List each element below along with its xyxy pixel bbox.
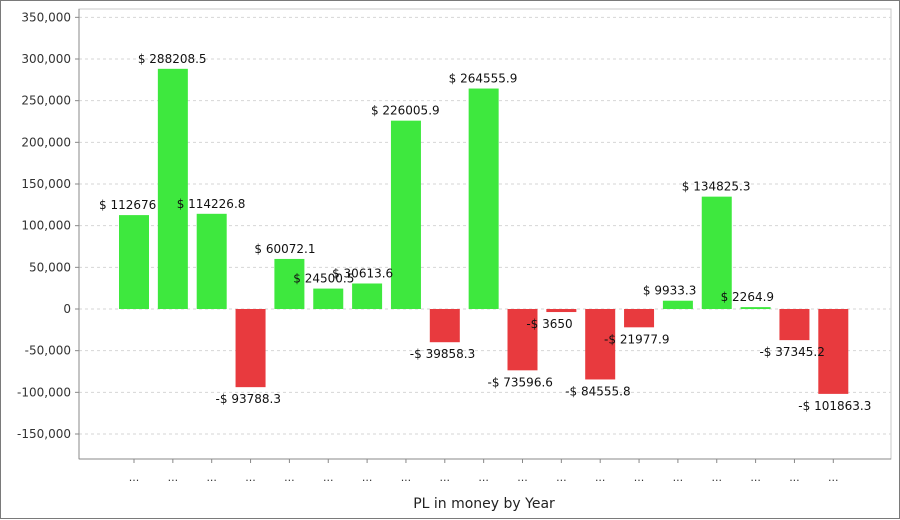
data-label: $ 288208.5 bbox=[138, 52, 207, 66]
y-tick-label: -50,000 bbox=[25, 344, 71, 358]
y-tick-label: 0 bbox=[63, 302, 71, 316]
x-tick-label: ... bbox=[284, 471, 295, 484]
bar bbox=[352, 283, 383, 309]
data-label: $ 226005.9 bbox=[371, 104, 440, 118]
y-tick-label: 100,000 bbox=[21, 219, 71, 233]
y-tick-label: 300,000 bbox=[21, 52, 71, 66]
data-label: -$ 3650 bbox=[526, 317, 572, 331]
data-label: -$ 37345.2 bbox=[759, 345, 824, 359]
x-tick-label: ... bbox=[206, 471, 217, 484]
y-tick-label: 250,000 bbox=[21, 94, 71, 108]
bar bbox=[546, 309, 577, 313]
bar bbox=[390, 120, 421, 310]
data-label: -$ 84555.8 bbox=[565, 384, 630, 398]
y-tick-label: 350,000 bbox=[21, 10, 71, 24]
x-tick-label: ... bbox=[362, 471, 373, 484]
bar bbox=[313, 288, 344, 309]
x-tick-label: ... bbox=[323, 471, 334, 484]
data-label: -$ 73596.6 bbox=[488, 375, 553, 389]
x-tick-label: ... bbox=[789, 471, 800, 484]
axes: 350,000 300,000 250,000 200,000 150,000 100,0… bbox=[17, 9, 891, 460]
y-tick-label: -150,000 bbox=[17, 427, 71, 441]
bars bbox=[119, 68, 849, 394]
data-label: -$ 93788.3 bbox=[216, 392, 281, 406]
bar bbox=[662, 300, 693, 309]
bar bbox=[818, 309, 849, 394]
x-tick-label: ... bbox=[168, 471, 179, 484]
data-label: $ 264555.9 bbox=[449, 72, 518, 86]
x-tick-label: ... bbox=[828, 471, 839, 484]
x-tick-label: ... bbox=[750, 471, 761, 484]
bar bbox=[468, 88, 499, 310]
y-tick-label: 150,000 bbox=[21, 177, 71, 191]
x-tick-label: ... bbox=[245, 471, 256, 484]
x-tick-label: ... bbox=[673, 471, 684, 484]
bar bbox=[274, 258, 305, 309]
data-label: $ 114226.8 bbox=[177, 197, 246, 211]
bar bbox=[701, 196, 732, 309]
bar bbox=[429, 309, 460, 343]
data-label: $ 2264.9 bbox=[721, 290, 774, 304]
bar bbox=[235, 309, 266, 388]
bar bbox=[740, 307, 771, 309]
data-labels: $ 112676 $ 288208.5 $ 114226.8 -$ 93788.3 $ … bbox=[99, 52, 871, 413]
x-tick-label: ... bbox=[129, 471, 140, 484]
data-label: $ 60072.1 bbox=[254, 242, 315, 256]
bar bbox=[119, 215, 149, 309]
data-label: $ 24500.5 bbox=[293, 272, 354, 286]
bar bbox=[507, 309, 538, 371]
data-label: $ 30613.6 bbox=[332, 266, 393, 280]
y-tick-label: 200,000 bbox=[21, 135, 71, 149]
data-label: -$ 39858.3 bbox=[410, 347, 475, 361]
x-tick-label: ... bbox=[440, 471, 451, 484]
bar bbox=[157, 68, 188, 309]
bar bbox=[624, 309, 655, 328]
bar bbox=[779, 309, 810, 341]
y-tick-label: 50,000 bbox=[29, 260, 71, 274]
data-label: $ 9933.3 bbox=[643, 284, 696, 298]
category-labels: ........................................… bbox=[129, 459, 839, 484]
y-tick-label: -100,000 bbox=[17, 385, 71, 399]
data-label: $ 112676 bbox=[99, 198, 156, 212]
x-tick-label: ... bbox=[556, 471, 567, 484]
x-tick-label: ... bbox=[712, 471, 723, 484]
data-label: -$ 101863.3 bbox=[798, 399, 871, 413]
x-tick-label: ... bbox=[634, 471, 645, 484]
data-label: -$ 21977.9 bbox=[604, 332, 669, 346]
x-tick-label: ... bbox=[595, 471, 606, 484]
bar bbox=[196, 213, 227, 309]
x-axis-title: PL in money by Year bbox=[413, 496, 555, 512]
x-tick-label: ... bbox=[401, 471, 412, 484]
data-label: $ 134825.3 bbox=[682, 180, 751, 194]
x-tick-label: ... bbox=[478, 471, 489, 484]
bar bbox=[585, 309, 616, 380]
x-tick-label: ... bbox=[517, 471, 528, 484]
